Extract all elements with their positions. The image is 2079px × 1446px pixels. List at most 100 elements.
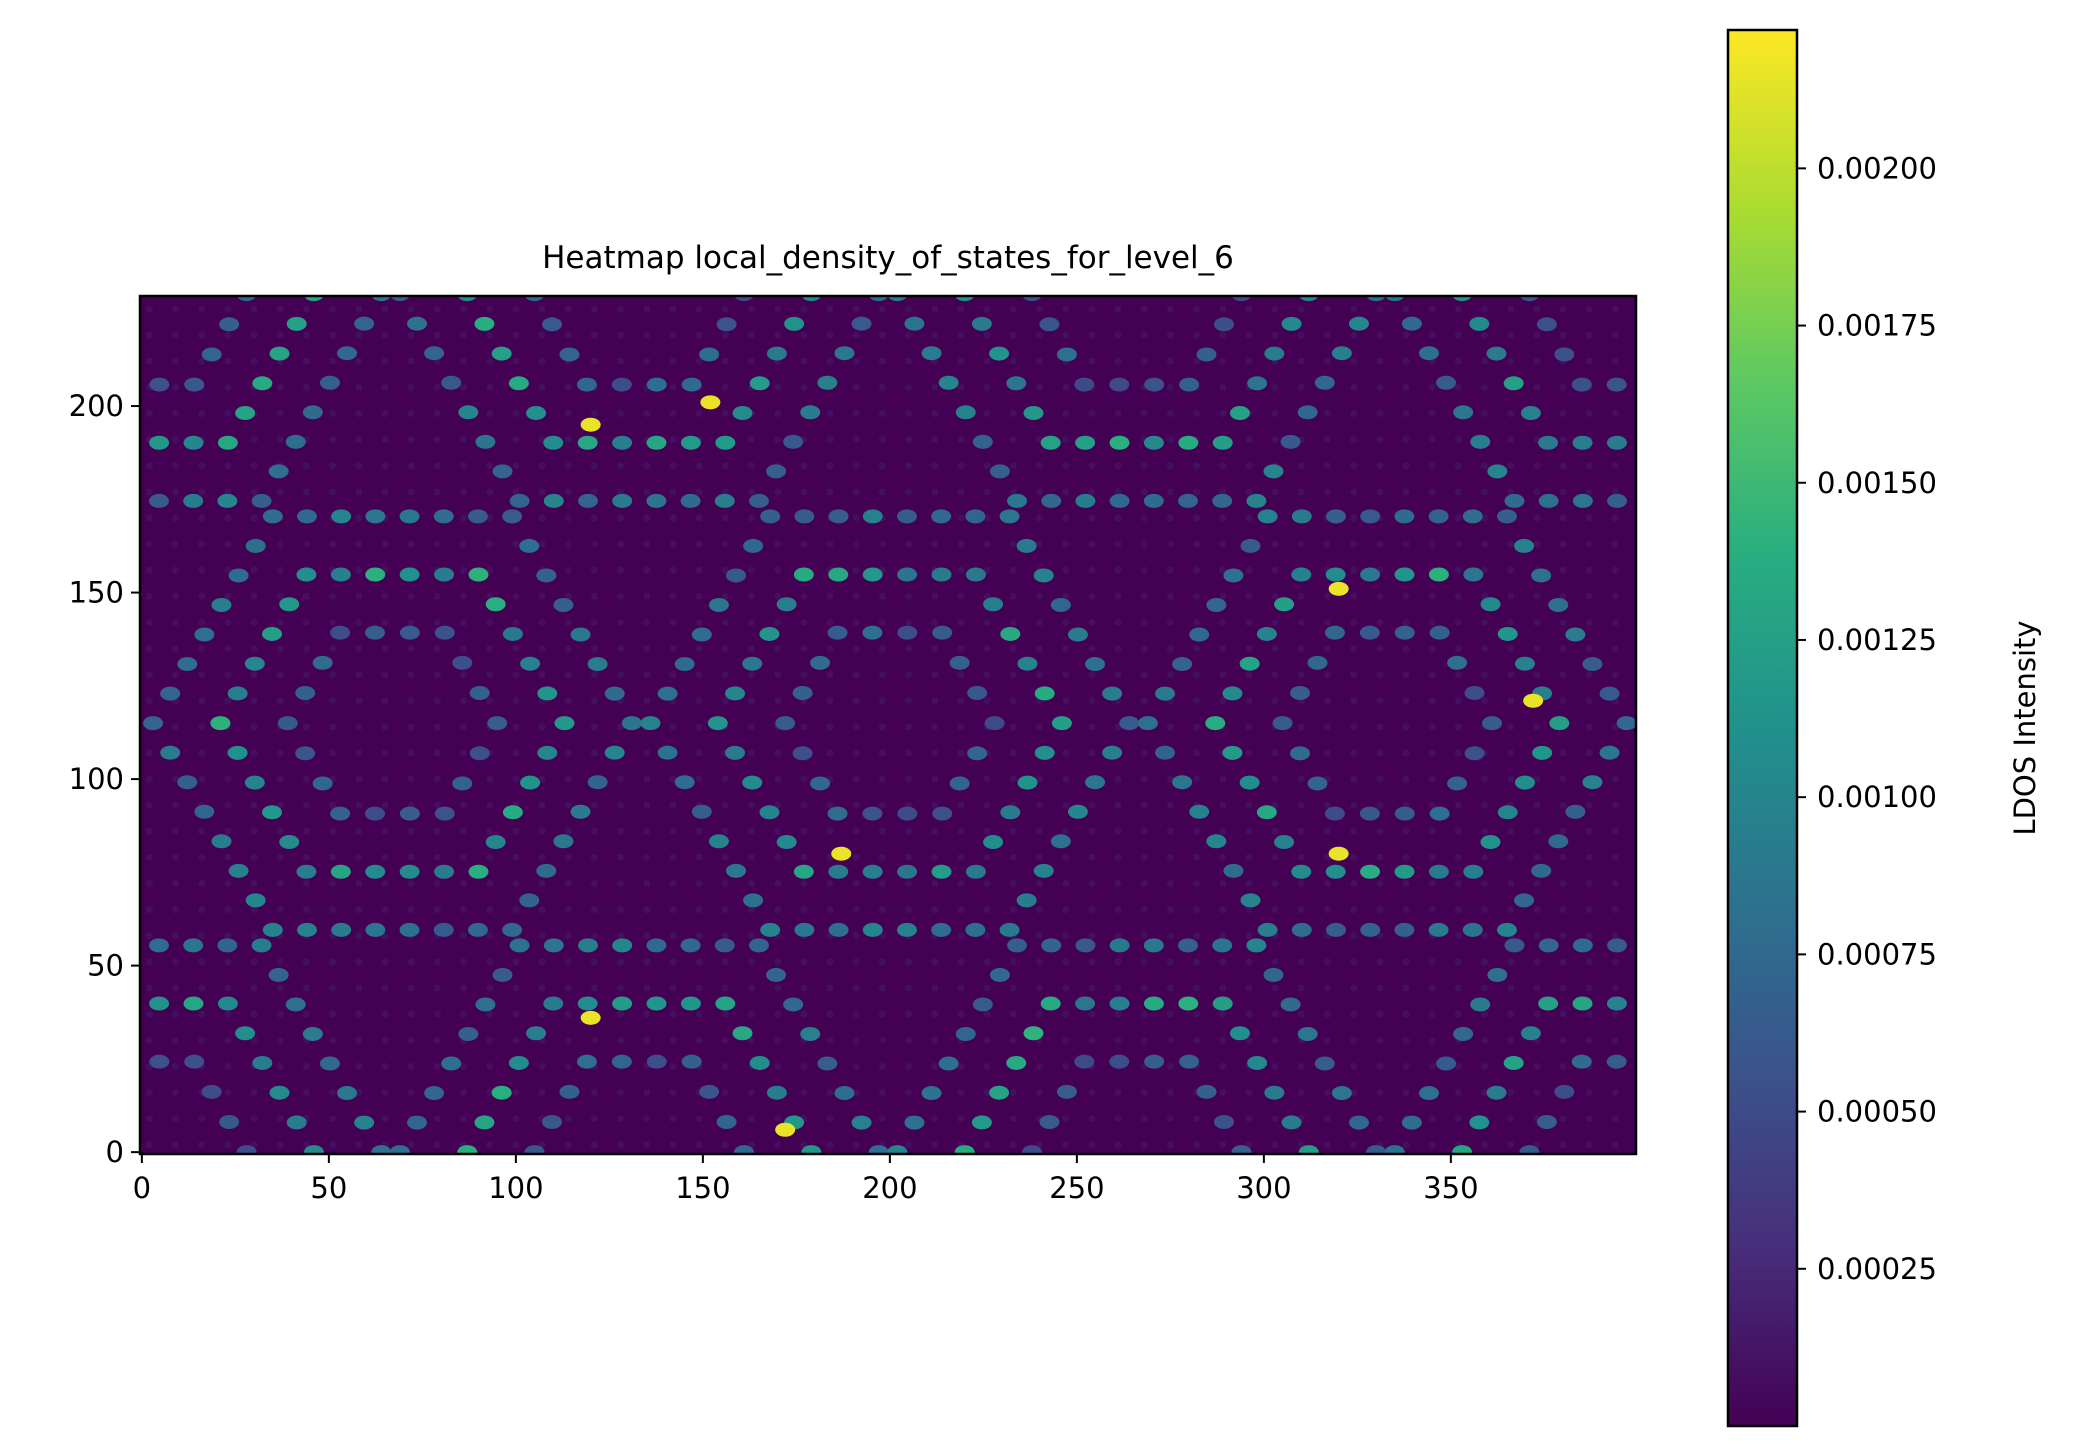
- heatmap-cell: [747, 697, 755, 705]
- heatmap-cell: [878, 723, 886, 731]
- heatmap-cell: [1212, 493, 1233, 508]
- heatmap-cell: [1245, 645, 1253, 653]
- heatmap-cell: [1480, 597, 1501, 612]
- heatmap-cell: [1376, 1088, 1384, 1096]
- heatmap-cell: [826, 906, 834, 914]
- heatmap-cell: [1219, 697, 1227, 705]
- heatmap-cell: [224, 1088, 232, 1096]
- heatmap-cell: [1606, 996, 1627, 1011]
- heatmap-cell: [1041, 493, 1062, 508]
- heatmap-cell: [774, 697, 782, 705]
- heatmap-cell: [1144, 1054, 1165, 1069]
- heatmap-cell: [617, 1115, 625, 1123]
- heatmap-cell: [800, 723, 808, 731]
- heatmap-cell: [486, 775, 494, 783]
- heatmap-cell: [721, 801, 729, 809]
- heatmap-cell: [965, 567, 986, 582]
- heatmap-cell: [646, 493, 667, 508]
- heatmap-cell: [276, 801, 284, 809]
- heatmap-cell: [389, 1145, 410, 1154]
- heatmap-cell: [1428, 436, 1436, 444]
- heatmap-cell: [145, 488, 153, 496]
- heatmap-cell: [224, 592, 232, 600]
- heatmap-cell: [145, 827, 153, 835]
- heatmap-cell: [1229, 1026, 1250, 1041]
- heatmap-cell: [747, 305, 755, 313]
- heatmap-cell: [747, 958, 755, 966]
- heatmap-cell: [1114, 984, 1122, 992]
- heatmap-cell: [1263, 464, 1284, 479]
- heatmap-cell: [250, 1115, 258, 1123]
- heatmap-cell: [1140, 592, 1148, 600]
- heatmap-cell: [1256, 805, 1277, 820]
- heatmap-cell: [590, 880, 598, 888]
- heatmap-cell: [905, 618, 913, 626]
- heatmap-cell: [1402, 645, 1410, 653]
- heatmap-cell: [1245, 305, 1253, 313]
- heatmap-cell: [1428, 592, 1436, 600]
- heatmap-cell: [800, 853, 808, 861]
- heatmap-cell: [721, 1088, 729, 1096]
- heatmap-cell: [1297, 671, 1305, 679]
- heatmap-cell: [931, 775, 939, 783]
- heatmap-cell: [407, 906, 415, 914]
- heatmap-cell: [1376, 723, 1384, 731]
- heatmap-cell: [1140, 749, 1148, 757]
- heatmap-cell: [774, 853, 782, 861]
- heatmap-cell: [486, 540, 494, 548]
- heatmap-cell: [538, 383, 546, 391]
- heatmap-cell: [276, 540, 284, 548]
- heatmap-cell: [512, 827, 520, 835]
- heatmap-cell: [1143, 996, 1164, 1011]
- heatmap-cell: [1402, 984, 1410, 992]
- heatmap-cell: [262, 922, 283, 937]
- heatmap-cell: [1454, 723, 1462, 731]
- heatmap-cell: [774, 958, 782, 966]
- heatmap-cell: [1143, 435, 1164, 450]
- heatmap-cell: [1519, 296, 1540, 302]
- heatmap-cell: [1350, 357, 1358, 365]
- heatmap-cell: [721, 462, 729, 470]
- heatmap-cell: [669, 645, 677, 653]
- heatmap-cell: [878, 801, 886, 809]
- heatmap-cell: [669, 592, 677, 600]
- heatmap-cell: [774, 331, 782, 339]
- heatmap-cell: [1205, 716, 1226, 731]
- heatmap-cell: [983, 462, 991, 470]
- heatmap-cell: [747, 906, 755, 914]
- heatmap-cell: [329, 488, 337, 496]
- heatmap-cell: [1428, 305, 1436, 313]
- heatmap-cell: [1166, 383, 1174, 391]
- heatmap-cell: [460, 827, 468, 835]
- heatmap-cell: [276, 488, 284, 496]
- heatmap-cell: [669, 801, 677, 809]
- heatmap-cell: [617, 645, 625, 653]
- heatmap-cell: [399, 864, 420, 879]
- heatmap-cell: [721, 958, 729, 966]
- heatmap-cell: [194, 627, 215, 642]
- heatmap-cell: [1454, 1062, 1462, 1070]
- colorbar-label: LDOS Intensity: [2008, 620, 2042, 835]
- heatmap-cell: [931, 410, 939, 418]
- heatmap-cell: [691, 627, 712, 642]
- heatmap-cell: [1219, 932, 1227, 940]
- heatmap-cell: [355, 1062, 363, 1070]
- heatmap-cell: [224, 1010, 232, 1018]
- heatmap-cell: [407, 540, 415, 548]
- heatmap-cell: [766, 464, 787, 479]
- heatmap-cell: [1611, 540, 1619, 548]
- heatmap-cell: [590, 749, 598, 757]
- heatmap-cell: [957, 566, 965, 574]
- heatmap-cell: [695, 645, 703, 653]
- heatmap-cell: [794, 922, 815, 937]
- heatmap-cell: [407, 775, 415, 783]
- heatmap-cell: [276, 958, 284, 966]
- heatmap-cell: [1212, 435, 1233, 450]
- heatmap-cell: [617, 801, 625, 809]
- heatmap-cell: [251, 493, 272, 508]
- heatmap-cell: [1166, 958, 1174, 966]
- heatmap-cell: [905, 853, 913, 861]
- heatmap-cell: [1350, 775, 1358, 783]
- heatmap-cell: [1114, 566, 1122, 574]
- heatmap-cell: [303, 1145, 324, 1154]
